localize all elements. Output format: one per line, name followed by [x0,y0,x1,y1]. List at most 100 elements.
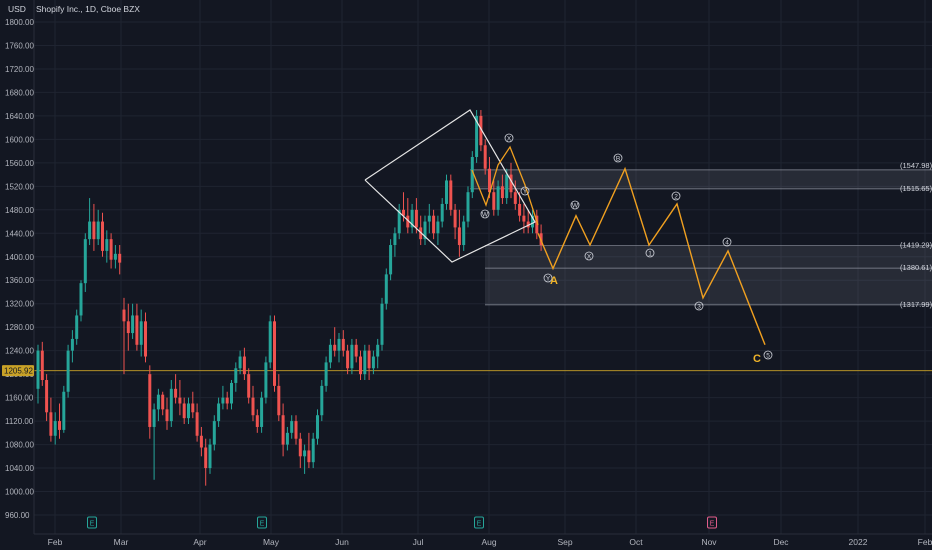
y-tick-label: 1120.00 [5,417,34,426]
candle-body [509,174,513,193]
candle-body [88,221,92,240]
x-tick-label: Jul [413,537,424,547]
candle-body [260,397,264,427]
x-tick-label: Mar [114,537,129,547]
wave-circle [763,350,773,360]
wave-labels: W X Y W X Y B A 1 2 3 4 5C [480,133,773,365]
earnings-marker-label: E [260,521,265,528]
y-tick-label: 1280.00 [5,323,34,332]
wave-label: B [616,155,620,162]
candle-body [440,203,444,222]
candle-body [402,209,405,216]
candle-body [49,412,53,436]
candle-body [367,350,371,369]
candle-body [264,362,268,398]
candle-body [255,415,259,427]
candle-body [131,315,135,334]
candle-body [513,192,517,204]
y-tick-label: 1360.00 [5,276,34,285]
x-tick-label: Nov [701,537,717,547]
wave-label: 1 [648,250,652,257]
candle-body [311,438,315,463]
candle-body [105,239,109,251]
candle-body [144,321,147,357]
earnings-marker [707,516,717,529]
candle-body [191,403,195,413]
candle-body [230,382,233,404]
projection-line [537,166,766,346]
candle-body [225,397,229,404]
candle-body [247,374,251,398]
candle-body [161,394,165,410]
y-tick-label: 1160.00 [5,394,34,403]
candle-body [122,309,126,322]
candle-body [182,403,186,419]
candle-body [101,221,104,251]
level-label: (1380.61) [900,263,932,272]
wave-label: Y [546,275,551,282]
candle-body [328,344,332,363]
candle-body [410,209,414,228]
chart-title: Shopify Inc., 1D, Cboe BZX [36,4,140,14]
candle-body [324,362,328,386]
candle-body [535,215,539,234]
y-tick-label: 1440.00 [5,229,34,238]
candle-body [178,397,182,404]
level-label: (1317.99) [900,300,932,309]
candle-body [75,315,79,339]
candle-body [187,403,190,419]
candle-body [445,180,448,204]
level-labels: (1547.98) (1515.65) (1419.29) (1380.61) (131… [900,161,932,309]
candle-body [285,432,289,445]
y-tick-label: 1680.00 [5,88,34,97]
candle-body [457,227,461,246]
y-axis-strip[interactable] [0,0,34,550]
candle-body [423,221,427,240]
candle-body [453,209,457,228]
earnings-marker-label: E [477,521,482,528]
candle-body [294,421,298,439]
candle-body [359,356,362,375]
wave-circle [520,186,530,196]
y-axis-ticks: 960.00 1000.00 1040.00 1080.00 1120.00 1160.0… [5,18,34,520]
x-axis-ticks: Feb Mar Apr May Jun Jul Aug Sep Oct Nov Dec 2022 Feb [48,537,932,547]
candle-body [221,397,225,404]
candle-body [522,215,526,222]
candle-body [118,253,122,263]
candle-body [92,221,96,240]
wave-circle [671,191,681,201]
candle-body [83,239,87,284]
price-badge-background [2,365,34,377]
candle-body [397,209,401,234]
wave-label: W [482,211,489,218]
candle-body [518,203,522,216]
wave-circle [480,209,490,219]
earnings-marker-label: E [710,521,715,528]
candle-body [290,421,294,433]
wave-circle [613,153,623,163]
wave-circle [694,301,704,311]
candle-body [174,388,178,398]
candle-body [53,421,57,436]
y-tick-label: 1080.00 [5,441,34,450]
x-axis-strip[interactable] [0,534,932,550]
candle-body [148,374,152,427]
candle-body [333,344,337,351]
wave-circle [645,248,655,258]
wave-label: 4 [725,239,729,246]
wave-label-major: A [550,275,558,287]
candle-body [500,186,504,199]
earnings-marker-label: E [90,521,95,528]
wave-circle [504,133,514,143]
y-tick-label: 1640.00 [5,112,34,121]
x-tick-label: Dec [773,537,789,547]
candle-body [479,115,483,146]
candle-body [303,450,307,457]
current-price-badge: 1205.92 [2,365,34,377]
candle-body [488,168,491,193]
earnings-marker [87,516,97,529]
y-tick-label: 1800.00 [5,18,34,27]
candle-body [268,321,272,363]
candle-body [466,192,470,222]
